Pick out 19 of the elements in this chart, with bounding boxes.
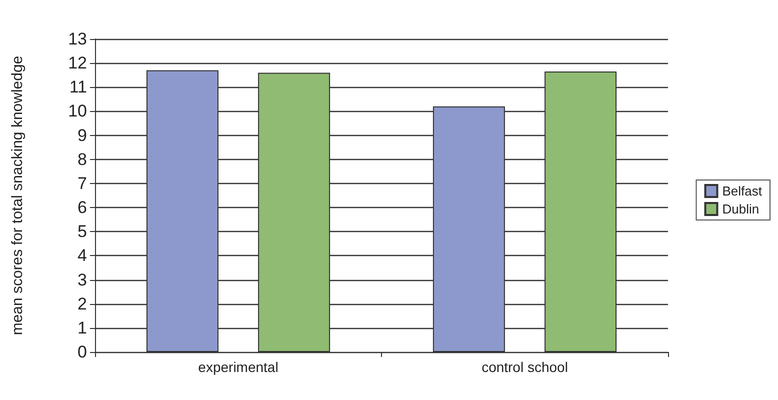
- legend-label: Belfast: [722, 184, 762, 198]
- y-tick-label: 8: [78, 150, 87, 169]
- y-tick-label: 10: [68, 102, 87, 121]
- x-tick-label: experimental: [198, 359, 278, 375]
- y-axis-title: mean scores for total snacking knowledge: [9, 56, 26, 336]
- y-tick-label: 3: [78, 270, 87, 290]
- y-tick-label: 4: [78, 246, 87, 266]
- y-tick-label: 13: [68, 30, 87, 48]
- y-tick-label: 2: [78, 294, 87, 314]
- y-tick-label: 11: [69, 78, 87, 97]
- y-tick-label: 1: [78, 318, 87, 338]
- y-tick-label: 9: [78, 126, 87, 145]
- y-tick-label: 6: [78, 198, 87, 218]
- x-tick-label: control school: [482, 359, 568, 375]
- y-tick-label: 5: [78, 222, 87, 242]
- y-tick-label: 7: [78, 174, 87, 193]
- legend-label: Dublin: [722, 202, 760, 216]
- y-tick-label: 12: [68, 54, 87, 73]
- y-tick-label: 0: [78, 342, 87, 362]
